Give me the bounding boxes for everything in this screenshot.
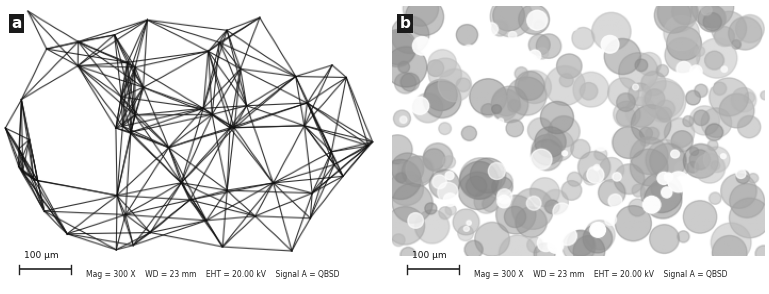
- Text: 100 μm: 100 μm: [412, 250, 447, 260]
- Text: b: b: [400, 16, 411, 31]
- Text: Mag = 300 X    WD = 23 mm    EHT = 20.00 kV    Signal A = QBSD: Mag = 300 X WD = 23 mm EHT = 20.00 kV Si…: [86, 270, 339, 279]
- Text: 100 μm: 100 μm: [24, 250, 58, 260]
- Text: a: a: [12, 16, 22, 31]
- Text: Mag = 300 X    WD = 23 mm    EHT = 20.00 kV    Signal A = QBSD: Mag = 300 X WD = 23 mm EHT = 20.00 kV Si…: [474, 270, 727, 279]
